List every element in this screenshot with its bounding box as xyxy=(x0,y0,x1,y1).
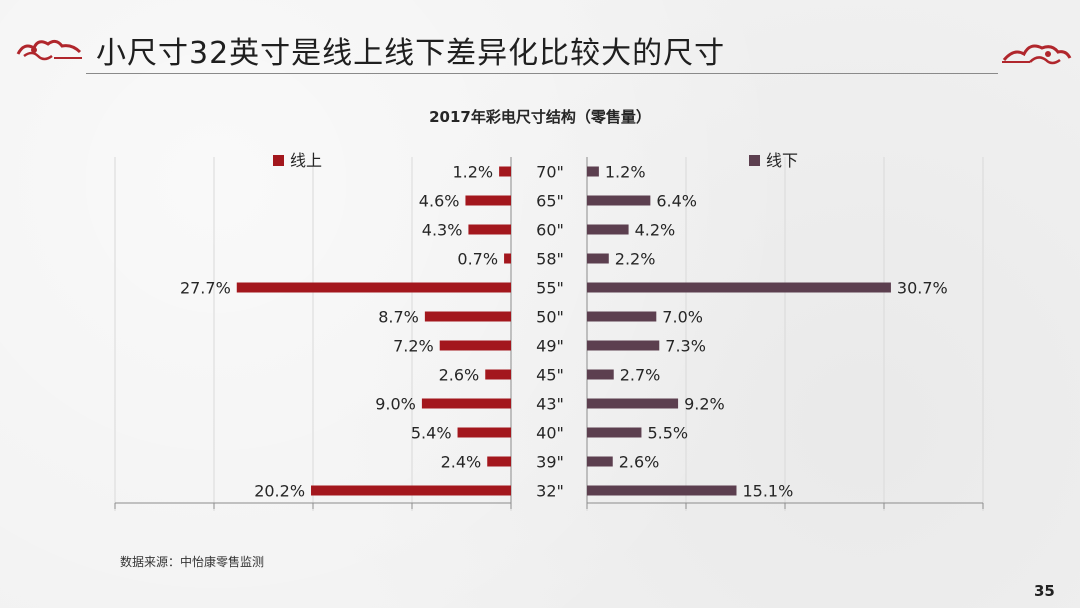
data-label-online: 0.7% xyxy=(457,250,498,269)
data-label-offline: 4.2% xyxy=(635,221,676,240)
data-source-note: 数据来源：中怡康零售监测 xyxy=(120,555,265,569)
bar-online xyxy=(421,398,511,409)
category-label: 39" xyxy=(536,453,564,472)
data-label-online: 8.7% xyxy=(378,308,419,327)
legend-label-offline: 线下 xyxy=(766,151,798,170)
category-label: 43" xyxy=(536,395,564,414)
bar-offline xyxy=(587,166,599,177)
bar-offline xyxy=(587,195,651,206)
data-label-online: 1.2% xyxy=(452,163,493,182)
bar-online xyxy=(311,485,511,496)
category-label: 55" xyxy=(536,279,564,298)
bar-offline xyxy=(587,456,613,467)
category-label: 40" xyxy=(536,424,564,443)
bar-online xyxy=(236,282,511,293)
bar-online xyxy=(487,456,511,467)
category-label: 50" xyxy=(536,308,564,327)
bar-offline xyxy=(587,427,642,438)
bar-offline xyxy=(587,369,614,380)
data-label-offline: 2.6% xyxy=(619,453,660,472)
data-label-offline: 2.7% xyxy=(620,366,661,385)
bar-offline xyxy=(587,253,609,264)
page-number: 35 xyxy=(1034,582,1055,600)
cloud-ornament-left-icon xyxy=(16,39,82,61)
category-label: 65" xyxy=(536,192,564,211)
category-label: 45" xyxy=(536,366,564,385)
data-label-online: 5.4% xyxy=(411,424,452,443)
data-label-offline: 1.2% xyxy=(605,163,646,182)
data-label-offline: 9.2% xyxy=(684,395,725,414)
bar-online xyxy=(485,369,511,380)
data-label-offline: 2.2% xyxy=(615,250,656,269)
data-label-online: 2.4% xyxy=(441,453,482,472)
bar-offline xyxy=(587,340,660,351)
data-label-offline: 7.3% xyxy=(665,337,706,356)
bar-offline xyxy=(587,311,657,322)
data-label-offline: 30.7% xyxy=(897,279,948,298)
category-label: 70" xyxy=(536,163,564,182)
bar-online xyxy=(499,166,511,177)
slide-title: 小尺寸32英寸是线上线下差异化比较大的尺寸 xyxy=(96,36,726,71)
data-label-offline: 15.1% xyxy=(742,482,793,501)
title-divider xyxy=(86,73,998,74)
category-label: 32" xyxy=(536,482,564,501)
chart-title: 2017年彩电尺寸结构（零售量） xyxy=(429,108,651,126)
category-label: 58" xyxy=(536,250,564,269)
data-label-offline: 7.0% xyxy=(662,308,703,327)
data-label-offline: 5.5% xyxy=(647,424,688,443)
cloud-ornament-right-icon xyxy=(1002,44,1072,65)
data-label-online: 27.7% xyxy=(180,279,231,298)
bar-offline xyxy=(587,282,891,293)
legend-label-online: 线上 xyxy=(290,151,322,170)
category-label: 60" xyxy=(536,221,564,240)
bar-offline xyxy=(587,398,679,409)
data-label-online: 4.3% xyxy=(422,221,463,240)
data-label-online: 4.6% xyxy=(419,192,460,211)
bar-online xyxy=(465,195,511,206)
bar-online xyxy=(439,340,511,351)
data-label-online: 2.6% xyxy=(439,366,480,385)
data-label-online: 7.2% xyxy=(393,337,434,356)
bar-online xyxy=(468,224,511,235)
category-label: 49" xyxy=(536,337,564,356)
legend-swatch-offline xyxy=(749,155,760,166)
legend-swatch-online xyxy=(273,155,284,166)
bar-online xyxy=(457,427,511,438)
bar-offline xyxy=(587,224,629,235)
bar-offline xyxy=(587,485,737,496)
bar-online xyxy=(504,253,511,264)
bar-online xyxy=(424,311,511,322)
data-label-online: 20.2% xyxy=(254,482,305,501)
data-label-offline: 6.4% xyxy=(656,192,697,211)
data-label-online: 9.0% xyxy=(375,395,416,414)
